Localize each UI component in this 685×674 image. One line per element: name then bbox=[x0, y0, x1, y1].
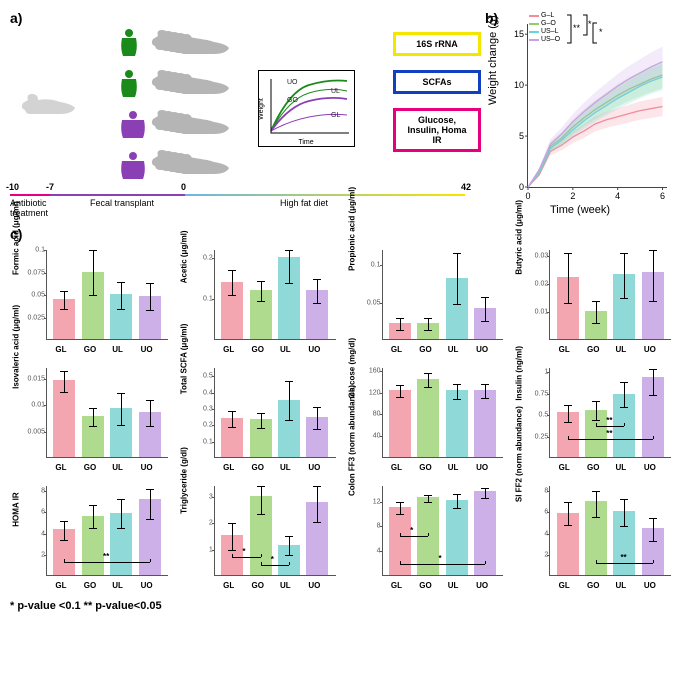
svg-text:UO: UO bbox=[287, 79, 298, 86]
mice-group bbox=[150, 146, 240, 182]
bar-panel: Total SCFA (μg/ml)0.10.20.30.40.5GLGOULU… bbox=[178, 362, 340, 474]
donor-column bbox=[120, 28, 146, 192]
timeline: -10-7042Antibiotic treatmentFecal transp… bbox=[10, 194, 481, 220]
svg-text:GO: GO bbox=[287, 97, 298, 104]
panel-c: c) Formic acid (μg/ml)0.0250.050.0750.1G… bbox=[10, 226, 675, 592]
donor-icon bbox=[120, 110, 146, 145]
bar-panel: Propionic acid (μg/ml)0.050.1GLGOULUO bbox=[346, 244, 508, 356]
panel-b-legend: G–LG–OUS–LUS–O bbox=[529, 12, 560, 44]
svg-text:*: * bbox=[588, 19, 592, 29]
mice-group bbox=[150, 106, 240, 142]
donor-icon bbox=[120, 28, 146, 63]
svg-text:*: * bbox=[599, 27, 603, 37]
mini-y-axis-label: Weight bbox=[259, 98, 265, 120]
panel-b: b) Weight change (g) Time (week) 0510150… bbox=[485, 10, 675, 220]
bar-panel: Glucose (mg/dl)4080120160GLGOULUO bbox=[346, 362, 508, 474]
svg-text:**: ** bbox=[573, 23, 581, 33]
bar-panel: Insulin (ng/ml)0.250.50.751****GLGOULUO bbox=[513, 362, 675, 474]
mini-x-axis-label: Time bbox=[298, 139, 313, 146]
bar-chart-grid: Formic acid (μg/ml)0.0250.050.0750.1GLGO… bbox=[10, 244, 675, 592]
bar-panel: SI FF2 (norm abundance)2468**GLGOULUO bbox=[513, 480, 675, 592]
svg-text:15: 15 bbox=[514, 29, 524, 39]
panel-b-plot: 0510150246 bbox=[527, 24, 667, 188]
panel-a-label: a) bbox=[10, 10, 22, 26]
bar-panel: HOMA IR2468**GLGOULUO bbox=[10, 480, 172, 592]
panel-a: a) Weight Time UOULGOGL 16S rRNASCFAsGlu… bbox=[10, 10, 475, 220]
donor-icon bbox=[120, 69, 146, 104]
svg-text:GL: GL bbox=[331, 112, 340, 119]
svg-text:UL: UL bbox=[331, 88, 340, 95]
method-box: Glucose, Insulin, Homa IR bbox=[393, 108, 481, 152]
method-box: SCFAs bbox=[393, 70, 481, 94]
svg-text:4: 4 bbox=[615, 191, 620, 201]
panel-b-x-title: Time (week) bbox=[550, 204, 610, 216]
svg-text:0: 0 bbox=[519, 182, 524, 192]
bar-panel: Butyric acid (μg/ml)0.010.020.03GLGOULUO bbox=[513, 244, 675, 356]
svg-text:10: 10 bbox=[514, 80, 524, 90]
mice-column bbox=[150, 26, 240, 186]
bar-panel: Triglyceride (g/dl)123**GLGOULUO bbox=[178, 480, 340, 592]
bar-panel: Acetic (μg/ml)0.10.2GLGOULUO bbox=[178, 244, 340, 356]
bar-panel: Isovaleric acid (μg/ml)0.0050.010.015GLG… bbox=[10, 362, 172, 474]
donor-icon bbox=[120, 151, 146, 186]
svg-text:5: 5 bbox=[519, 131, 524, 141]
method-boxes: 16S rRNA SCFAs Glucose, Insulin, Homa IR bbox=[393, 32, 481, 166]
method-box: 16S rRNA bbox=[393, 32, 481, 56]
svg-text:2: 2 bbox=[570, 191, 575, 201]
mice-group bbox=[150, 26, 240, 62]
bar-panel: Formic acid (μg/ml)0.0250.050.0750.1GLGO… bbox=[10, 244, 172, 356]
svg-text:0: 0 bbox=[525, 191, 530, 201]
mini-weight-chart: Weight Time UO UL GO GL bbox=[258, 70, 355, 147]
bar-panel: Colon FF3 (norm abundance)4812**GLGOULUO bbox=[346, 480, 508, 592]
pvalue-footer: * p-value <0.1 ** p-value<0.05 bbox=[10, 600, 675, 612]
donor-mouse bbox=[20, 90, 80, 125]
svg-text:6: 6 bbox=[660, 191, 665, 201]
mice-group bbox=[150, 66, 240, 102]
panel-b-y-title: Weight change (g) bbox=[487, 15, 499, 105]
